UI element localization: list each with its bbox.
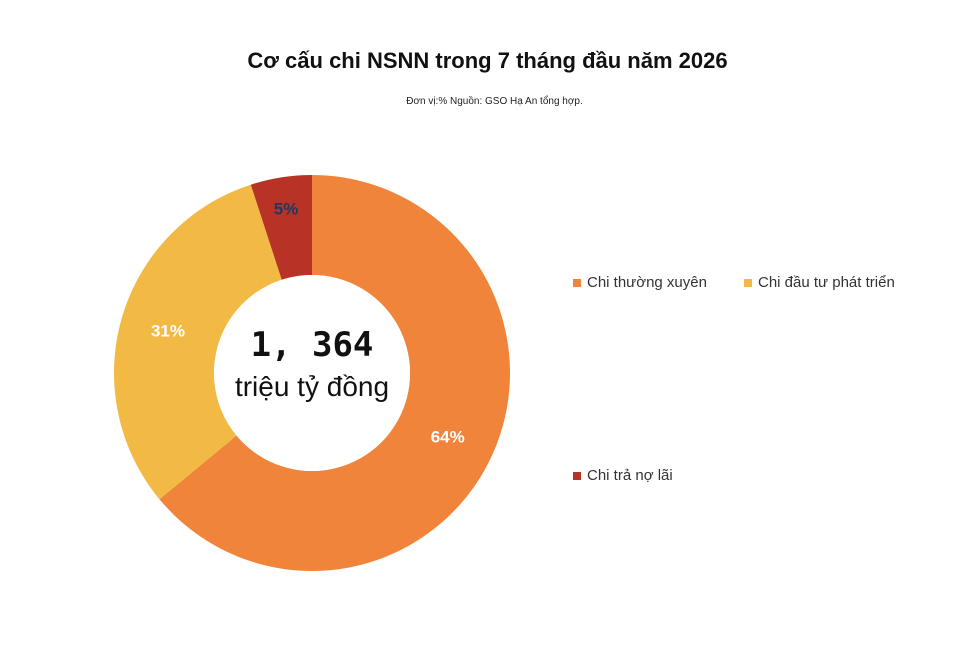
legend-swatch (744, 278, 752, 287)
slice-2 (114, 184, 282, 500)
donut-slices (114, 175, 511, 572)
center-total-unit: triệu tỷ đồng (235, 371, 389, 402)
legend-item-3: Chi trả nợ lãi (573, 467, 673, 484)
slice-label-1: 64% (431, 427, 465, 446)
center-total-value: 1, 364 (251, 325, 374, 365)
legend-label: Chi trả nợ lãi (587, 467, 673, 484)
legend-item-2: Chi đầu tư phát triển (744, 274, 895, 291)
slice-labels: 64% 31% 5% (151, 200, 465, 447)
slice-label-2: 31% (151, 322, 185, 341)
legend-item-1: Chi thường xuyên (573, 274, 707, 291)
legend-swatch (573, 278, 581, 287)
chart-title: Cơ cấu chi NSNN trong 7 tháng đầu năm 20… (247, 48, 728, 73)
slice-3 (250, 175, 312, 280)
legend-label: Chi thường xuyên (587, 274, 707, 291)
slice-label-3: 5% (274, 200, 299, 219)
chart-subtitle: Đơn vị:% Nguồn: GSO Hạ An tổng hợp. (406, 96, 583, 107)
donut-hole (214, 275, 410, 471)
legend-label: Chi đầu tư phát triển (758, 274, 895, 291)
legend-swatch (573, 471, 581, 480)
slice-1 (159, 175, 511, 572)
